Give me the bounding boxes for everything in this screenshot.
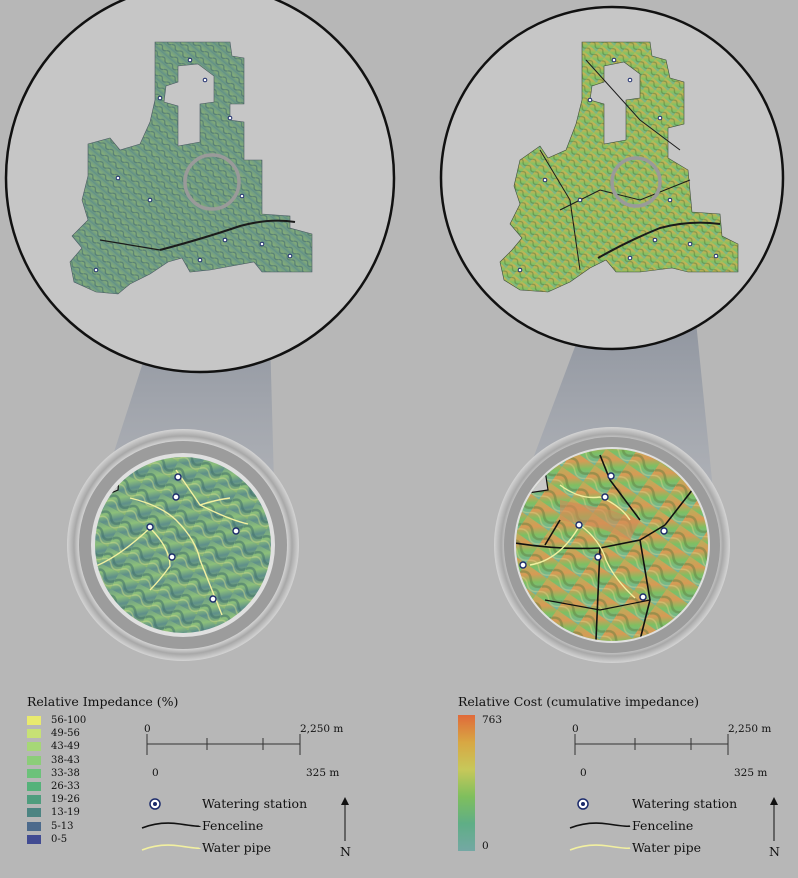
key-fenceline-right: Fenceline bbox=[568, 818, 693, 833]
scale-top-end-right: 2,250 m bbox=[728, 723, 772, 735]
impedance-swatch bbox=[27, 821, 41, 831]
key-watering-station-right: Watering station bbox=[568, 796, 737, 811]
impedance-swatch bbox=[27, 834, 41, 844]
scale-bottom-end-right: 325 m bbox=[734, 767, 768, 779]
key-label-fenceline-right: Fenceline bbox=[632, 818, 694, 833]
impedance-swatch bbox=[27, 742, 41, 752]
water-pipe-icon bbox=[141, 843, 201, 851]
impedance-swatch bbox=[27, 782, 41, 791]
impedance-class-6: 19-26 bbox=[27, 794, 80, 805]
fenceline-icon bbox=[141, 821, 201, 829]
impedance-class-label: 0-5 bbox=[51, 833, 68, 845]
key-fenceline: Fenceline bbox=[140, 818, 263, 833]
impedance-swatch bbox=[27, 808, 41, 818]
scale-bar-left bbox=[146, 734, 301, 755]
scale-top-end: 2,250 m bbox=[300, 723, 344, 735]
key-watering-station: Watering station bbox=[140, 796, 307, 811]
impedance-class-5: 26-33 bbox=[27, 781, 80, 792]
fenceline-icon bbox=[569, 821, 631, 829]
impedance-class-8: 5-13 bbox=[27, 821, 73, 832]
key-water-pipe-right: Water pipe bbox=[568, 840, 701, 855]
key-water-pipe: Water pipe bbox=[140, 840, 271, 855]
water-pipe-icon bbox=[569, 843, 631, 851]
scale-top-start: 0 bbox=[144, 723, 151, 735]
north-arrow-icon-right bbox=[770, 797, 778, 841]
key-label-water-pipe: Water pipe bbox=[202, 840, 271, 855]
ranch-property-impedance bbox=[69, 41, 313, 295]
cost-ramp-min: 0 bbox=[482, 840, 489, 852]
impedance-class-label: 5-13 bbox=[51, 820, 74, 832]
scale-bottom-start: 0 bbox=[152, 767, 159, 779]
north-label-right: N bbox=[769, 844, 780, 859]
impedance-class-label: 19-26 bbox=[51, 794, 80, 806]
cost-ramp-max: 763 bbox=[482, 714, 503, 726]
zoom-magnifier-left bbox=[67, 429, 299, 661]
impedance-swatch bbox=[27, 795, 41, 805]
scale-bottom-start-right: 0 bbox=[580, 767, 587, 779]
scale-top-start-right: 0 bbox=[572, 723, 579, 735]
impedance-class-label: 38-43 bbox=[51, 754, 80, 766]
north-label-left: N bbox=[340, 844, 351, 859]
impedance-class-2: 43-49 bbox=[27, 741, 80, 752]
impedance-swatch bbox=[27, 768, 41, 778]
impedance-swatch bbox=[27, 729, 41, 739]
watering-station-icon bbox=[577, 797, 589, 810]
map-graphics bbox=[4, 0, 785, 663]
zoom-magnifier-right bbox=[494, 427, 730, 663]
scale-bar-right bbox=[574, 734, 729, 755]
north-arrow-icon-left bbox=[341, 797, 349, 841]
impedance-class-1: 49-56 bbox=[27, 728, 80, 739]
impedance-swatch bbox=[27, 716, 41, 725]
impedance-class-3: 38-43 bbox=[27, 755, 80, 766]
impedance-class-7: 13-19 bbox=[27, 807, 80, 818]
impedance-class-label: 13-19 bbox=[51, 807, 80, 819]
watering-station-icon bbox=[149, 797, 161, 810]
cost-color-ramp bbox=[458, 715, 475, 851]
key-label-water-pipe-right: Water pipe bbox=[632, 840, 701, 855]
impedance-class-label: 49-56 bbox=[51, 728, 80, 740]
key-label-watering-station-right: Watering station bbox=[632, 796, 738, 811]
impedance-class-4: 33-38 bbox=[27, 768, 80, 779]
impedance-class-label: 43-49 bbox=[51, 741, 80, 753]
ranch-property-cost bbox=[499, 41, 739, 293]
impedance-class-9: 0-5 bbox=[27, 834, 67, 845]
impedance-class-label: 33-38 bbox=[51, 767, 80, 779]
impedance-class-label: 26-33 bbox=[51, 781, 80, 792]
key-label-watering-station: Watering station bbox=[202, 796, 308, 811]
legend-title-cost: Relative Cost (cumulative impedance) bbox=[458, 694, 699, 709]
impedance-class-label: 56-100 bbox=[51, 715, 87, 726]
scale-bottom-end: 325 m bbox=[306, 767, 340, 779]
impedance-class-0: 56-100 bbox=[27, 715, 86, 726]
impedance-swatch bbox=[27, 755, 41, 765]
legend-title-impedance: Relative Impedance (%) bbox=[27, 694, 179, 709]
key-label-fenceline: Fenceline bbox=[202, 818, 264, 833]
